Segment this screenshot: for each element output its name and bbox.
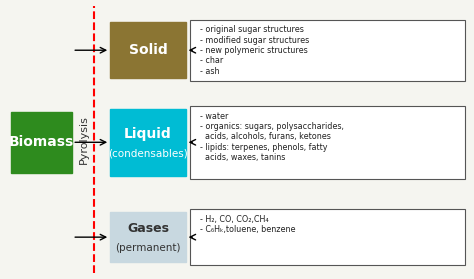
FancyBboxPatch shape <box>110 109 186 176</box>
FancyBboxPatch shape <box>191 209 465 265</box>
Text: Solid: Solid <box>128 43 167 57</box>
Text: - water
- organics: sugars, polysaccharides,
  acids, alcohols, furans, ketones
: - water - organics: sugars, polysacchari… <box>200 112 344 162</box>
FancyBboxPatch shape <box>11 112 73 173</box>
Text: - H₂, CO, CO₂,CH₄
- C₆Hₖ,toluene, benzene: - H₂, CO, CO₂,CH₄ - C₆Hₖ,toluene, benzen… <box>200 215 295 234</box>
FancyBboxPatch shape <box>191 106 465 179</box>
Text: Liquid: Liquid <box>124 127 172 141</box>
Text: Biomass: Biomass <box>9 135 74 149</box>
Text: Pyrolysis: Pyrolysis <box>79 115 89 164</box>
FancyBboxPatch shape <box>110 22 186 78</box>
Text: - original sugar structures
- modified sugar structures
- new polymeric structur: - original sugar structures - modified s… <box>200 25 309 76</box>
Text: (permanent): (permanent) <box>115 243 181 253</box>
FancyBboxPatch shape <box>191 20 465 81</box>
Text: (condensables): (condensables) <box>108 148 188 158</box>
FancyBboxPatch shape <box>110 212 186 262</box>
Text: Gases: Gases <box>127 222 169 235</box>
